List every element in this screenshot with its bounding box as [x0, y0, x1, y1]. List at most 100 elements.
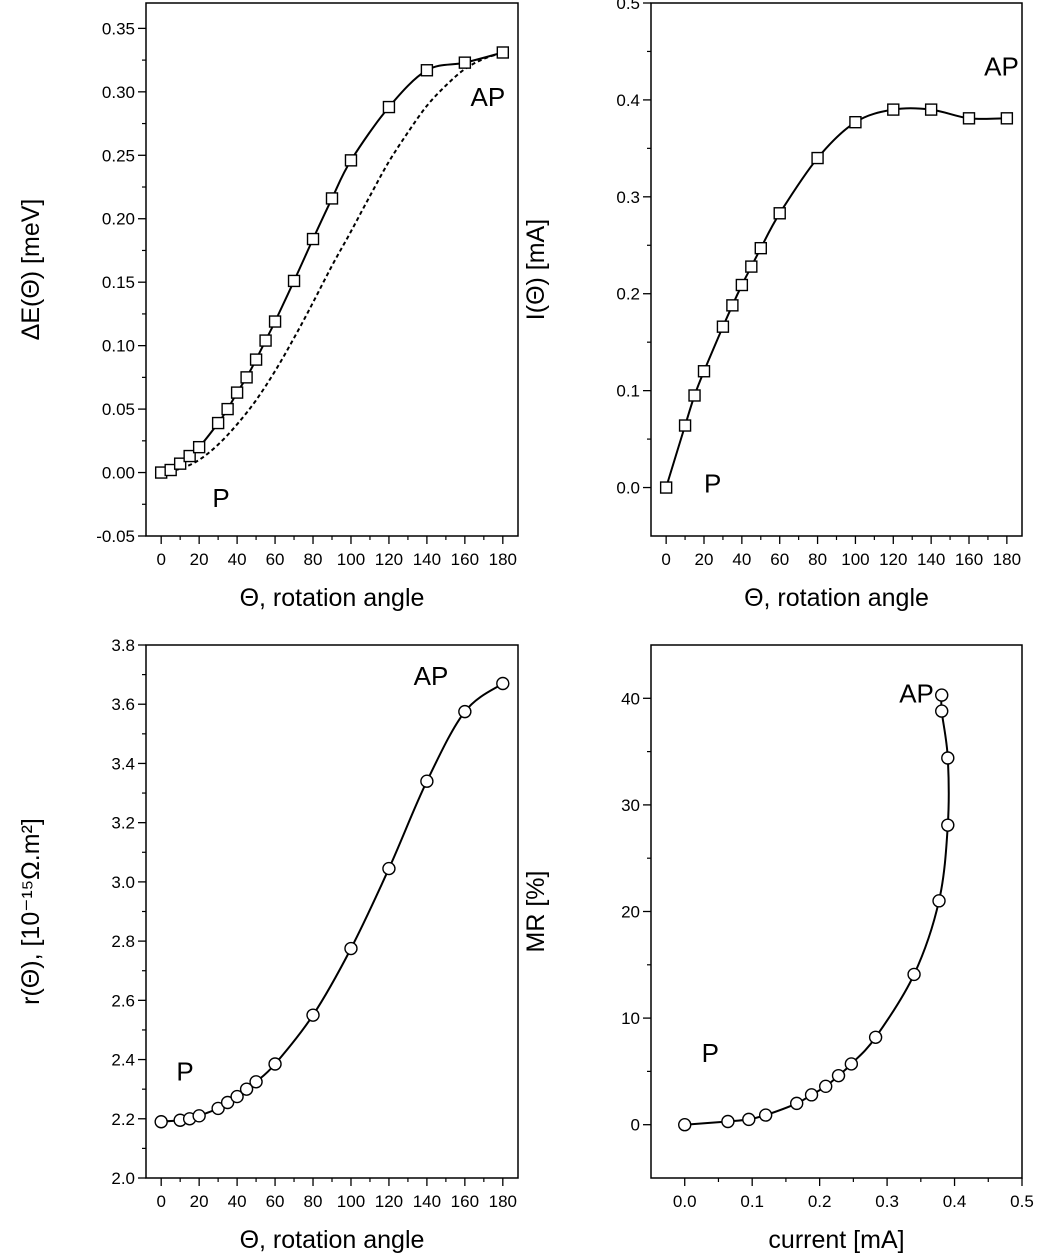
x-tick-label: 0: [156, 1192, 165, 1211]
data-point-circle: [306, 1008, 320, 1022]
x-axis-title: Θ, rotation angle: [240, 584, 425, 612]
y-tick-label: 2.0: [111, 1169, 135, 1188]
data-point-circle: [420, 774, 434, 788]
solid-curve: [161, 682, 504, 1123]
annotation-p: P: [704, 468, 721, 498]
data-point-square: [192, 440, 206, 454]
plot-area: [160, 51, 504, 474]
data-point-square: [211, 416, 225, 430]
solid-curve: [684, 695, 950, 1126]
x-tick-label: 160: [955, 550, 983, 569]
annotation-p: P: [702, 1038, 719, 1068]
x-tick-label: 0.2: [808, 1192, 832, 1211]
y-tick-label: 3.0: [111, 873, 135, 892]
data-point-square: [268, 315, 282, 328]
data-point-circle: [941, 818, 955, 832]
data-point-square: [716, 320, 730, 333]
data-point-square: [735, 278, 749, 292]
y-tick-label: 0: [631, 1116, 640, 1135]
y-tick-label: 0.4: [616, 91, 640, 110]
x-tick-label: 100: [337, 550, 365, 569]
y-tick-label: 2.8: [111, 932, 135, 951]
data-point-square: [325, 192, 339, 205]
annotation-ap: AP: [414, 661, 449, 691]
data-point-square: [249, 353, 263, 366]
x-tick-label: 40: [732, 550, 751, 569]
y-tick-label: 0.2: [616, 285, 640, 304]
resistance-vs-angle-panel: 0 20 40 60 80 100 120 140 160 180 2.0 2.2 2.4 2.6 2.8 3…: [17, 636, 519, 1254]
x-tick-label: 0: [661, 550, 670, 569]
y-axis-title: I(Θ) [mA]: [522, 219, 550, 320]
y-tick-label: 0.3: [616, 188, 640, 207]
mr-vs-current-panel: 0.0 0.1 0.2 0.3 0.4 0.5 0 10 20 30 40 current [mA] M…: [522, 644, 1034, 1254]
y-tick-label: 2.2: [111, 1110, 135, 1129]
data-point-square: [173, 457, 187, 470]
x-tick-label: 80: [304, 1192, 323, 1211]
x-tick-label: 120: [879, 550, 907, 569]
data-point-circle: [935, 704, 949, 718]
data-point-circle: [458, 704, 472, 719]
annotation-ap: AP: [899, 679, 934, 709]
x-tick-label: 120: [375, 1192, 403, 1211]
data-point-circle: [790, 1096, 804, 1111]
data-point-circle: [268, 1057, 282, 1071]
data-point-square: [306, 232, 320, 246]
data-point-square: [726, 299, 739, 312]
data-point-square: [688, 389, 701, 402]
dashed-curve: [161, 51, 504, 474]
data-point-square: [924, 103, 938, 116]
x-axis-title: current [mA]: [768, 1226, 904, 1254]
x-tick-label: 60: [266, 550, 285, 569]
x-tick-label: 0.4: [943, 1192, 967, 1211]
y-tick-label: 20: [621, 903, 640, 922]
x-tick-label: 0: [156, 550, 165, 569]
annotation-ap: AP: [471, 82, 506, 112]
y-tick-label: 0.10: [102, 337, 135, 356]
annotation-p: P: [176, 1056, 193, 1086]
y-tick-label: 0.0: [616, 479, 640, 498]
data-point-square: [697, 365, 711, 378]
y-tick-label: 0.20: [102, 210, 135, 229]
data-point-square: [344, 154, 358, 167]
data-point-square: [259, 334, 272, 347]
x-tick-label: 0.5: [1010, 1192, 1034, 1211]
data-point-circle: [220, 1095, 235, 1110]
x-tick-label: 20: [190, 1192, 209, 1211]
solid-curve: [665, 107, 1007, 488]
data-point-square: [458, 56, 472, 69]
y-tick-label: 0.05: [102, 400, 135, 419]
plot-frame: [145, 2, 519, 537]
data-point-square: [230, 386, 244, 399]
y-tick-label: 0.35: [102, 19, 135, 38]
x-tick-label: 40: [228, 550, 247, 569]
plot-area: [665, 107, 1007, 488]
x-tick-label: 180: [993, 550, 1021, 569]
annotation-p: P: [212, 483, 229, 513]
data-point-square: [183, 449, 196, 463]
data-point-square: [811, 151, 824, 165]
data-point-circle: [758, 1108, 773, 1122]
x-tick-label: 0.0: [673, 1192, 697, 1211]
x-tick-label: 160: [451, 1192, 479, 1211]
current-vs-angle-panel: 0 20 40 60 80 100 120 140 160 180 0.0 0.1 0.2 0.3 0.4 0…: [522, 0, 1023, 612]
y-tick-label: 40: [621, 689, 640, 708]
data-point-square: [659, 481, 673, 494]
data-point-square: [849, 115, 862, 129]
y-tick-label: 3.6: [111, 695, 135, 714]
data-point-circle: [721, 1114, 735, 1129]
data-point-circle: [192, 1109, 206, 1123]
x-tick-label: 140: [413, 1192, 441, 1211]
data-point-circle: [941, 751, 955, 765]
data-point-circle: [804, 1088, 819, 1102]
data-point-circle: [868, 1030, 883, 1044]
solid-curve: [160, 51, 504, 474]
data-point-square: [420, 64, 434, 77]
data-point-circle: [239, 1082, 254, 1096]
x-tick-label: 20: [695, 550, 714, 569]
y-axis-title: r(Θ), [10⁻¹⁵Ω.m²]: [17, 818, 45, 1005]
data-point-square: [745, 260, 758, 273]
data-point-square: [773, 207, 786, 220]
y-tick-label: 0.30: [102, 83, 135, 102]
data-point-circle: [154, 1115, 168, 1129]
